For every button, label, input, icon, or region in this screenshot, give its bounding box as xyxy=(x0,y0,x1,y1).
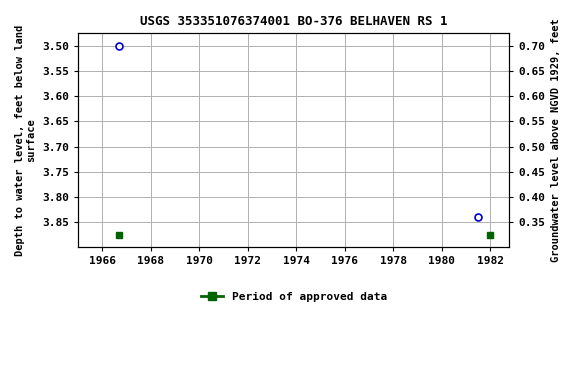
Legend: Period of approved data: Period of approved data xyxy=(196,287,392,306)
Y-axis label: Groundwater level above NGVD 1929, feet: Groundwater level above NGVD 1929, feet xyxy=(551,18,561,262)
Title: USGS 353351076374001 BO-376 BELHAVEN RS 1: USGS 353351076374001 BO-376 BELHAVEN RS … xyxy=(140,15,448,28)
Y-axis label: Depth to water level, feet below land
surface: Depth to water level, feet below land su… xyxy=(15,25,37,256)
